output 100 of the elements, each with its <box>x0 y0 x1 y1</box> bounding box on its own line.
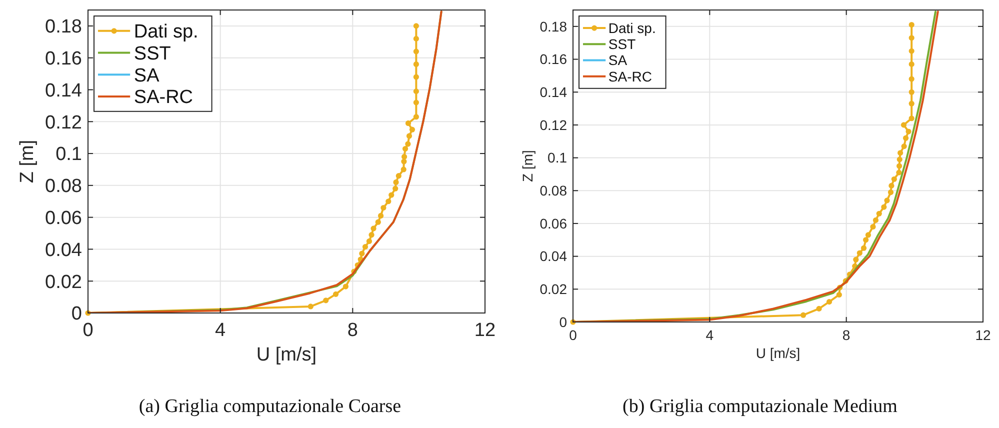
point <box>800 312 806 318</box>
point <box>378 212 384 219</box>
point <box>413 100 419 106</box>
point <box>386 198 392 204</box>
point <box>400 166 406 172</box>
text: (a) Griglia computazionale Coarse <box>138 396 402 417</box>
text: (b) Griglia computazionale Medium <box>622 396 898 417</box>
y-axis-title: Z [m] <box>16 140 38 184</box>
point <box>413 36 419 42</box>
point <box>816 306 822 312</box>
point <box>896 156 902 162</box>
point <box>884 198 890 204</box>
point <box>413 114 419 120</box>
y-tick-label: 0 <box>71 304 82 325</box>
point <box>359 250 365 256</box>
y-tick-label: 0.14 <box>540 84 568 100</box>
point <box>888 182 894 189</box>
point <box>406 133 412 139</box>
point <box>908 22 914 28</box>
point <box>323 298 329 304</box>
point <box>362 244 368 250</box>
point <box>393 179 399 186</box>
point <box>370 226 376 232</box>
point <box>396 173 402 179</box>
y-tick-label: 0.1 <box>548 150 568 166</box>
x-tick-label: 12 <box>975 327 991 343</box>
x-tick-label: 8 <box>347 320 358 341</box>
point <box>853 256 859 262</box>
point <box>896 163 902 169</box>
y-tick-label: 0.16 <box>45 48 82 70</box>
point <box>872 217 879 223</box>
y-tick-label: 0.04 <box>45 240 82 261</box>
point <box>405 141 411 147</box>
point <box>368 232 374 238</box>
x-tick-label: 4 <box>706 327 714 343</box>
x-tick-label: 4 <box>215 320 226 341</box>
point <box>826 299 832 305</box>
y-tick-label: 0.02 <box>45 272 82 293</box>
legend-label: SA <box>134 65 160 86</box>
point <box>908 116 914 122</box>
y-tick-label: 0.02 <box>540 281 568 298</box>
point <box>308 304 314 310</box>
y-tick-label: 0.12 <box>540 116 568 133</box>
y-axis-title: Z [m] <box>519 150 536 182</box>
x-tick-label: 12 <box>474 320 496 341</box>
y-tick-label: 0.06 <box>45 208 82 229</box>
legend-label: Dati sp. <box>134 22 198 43</box>
point <box>900 122 907 128</box>
point <box>392 186 398 192</box>
y-tick-label: 0.04 <box>540 248 568 264</box>
point <box>413 61 419 68</box>
point <box>856 250 862 256</box>
legend-label: SST <box>134 43 172 64</box>
x-axis-title: U [m/s] <box>756 345 800 362</box>
point <box>413 23 419 29</box>
point <box>908 76 914 82</box>
legend-label: SST <box>608 36 636 52</box>
y-tick-label: 0.12 <box>45 112 82 134</box>
point <box>870 224 876 230</box>
y-tick-label: 0.18 <box>540 18 568 34</box>
point <box>901 143 907 150</box>
point <box>906 128 912 134</box>
point <box>332 291 339 297</box>
point <box>836 292 842 298</box>
legend-label: SA-RC <box>608 68 652 84</box>
y-tick-label: 0.18 <box>45 16 82 38</box>
point <box>896 170 902 176</box>
point <box>908 100 914 106</box>
x-tick-label: 8 <box>842 327 850 343</box>
y-tick-label: 0.1 <box>56 144 82 166</box>
y-tick-label: 0.06 <box>540 215 568 232</box>
legend-label: SA-RC <box>134 87 194 108</box>
y-tick-label: 0.08 <box>540 182 568 199</box>
point <box>375 219 381 225</box>
point <box>865 232 871 238</box>
point <box>366 238 372 244</box>
point <box>380 204 386 211</box>
point <box>908 61 914 67</box>
point <box>413 48 419 54</box>
point <box>388 192 394 198</box>
x-axis-title: U [m/s] <box>256 344 317 366</box>
y-tick-label: 0.08 <box>45 176 82 198</box>
y-tick-label: 0.14 <box>45 80 82 102</box>
point <box>891 176 897 182</box>
point <box>409 126 416 132</box>
point <box>908 48 914 54</box>
point <box>908 35 914 41</box>
x-tick-label: 0 <box>569 327 578 343</box>
point <box>405 120 412 126</box>
point <box>902 135 909 141</box>
point <box>402 146 408 152</box>
point <box>860 245 867 251</box>
point <box>401 154 408 160</box>
point <box>898 150 904 156</box>
legend-label: Dati sp. <box>608 20 656 36</box>
point <box>881 204 887 210</box>
y-tick-label: 0.16 <box>540 51 568 68</box>
point <box>876 210 882 216</box>
point <box>863 237 869 243</box>
point <box>888 189 894 196</box>
